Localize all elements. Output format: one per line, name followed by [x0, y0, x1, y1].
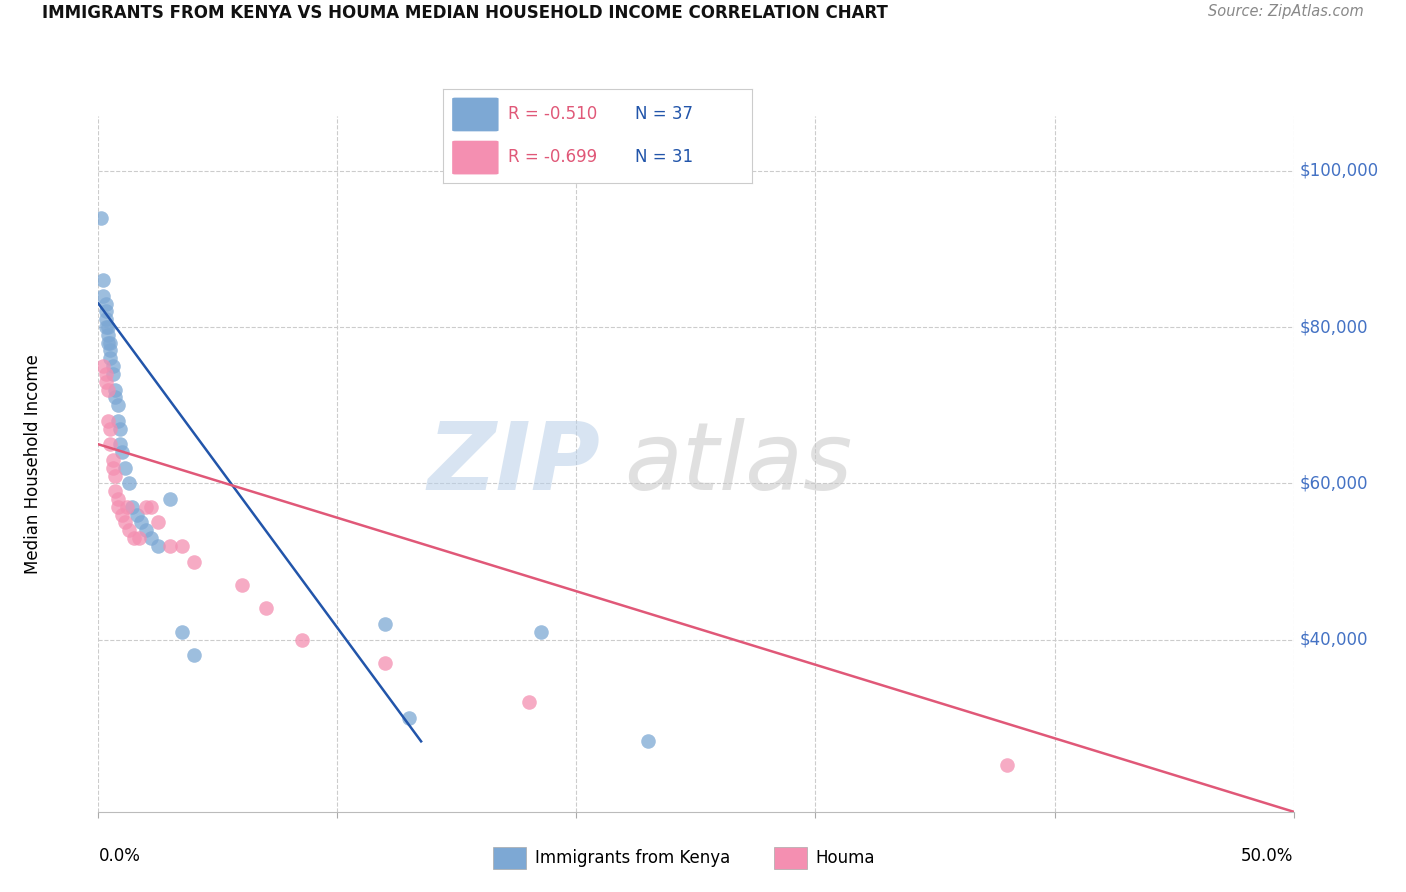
Text: N = 37: N = 37 [634, 105, 693, 123]
Text: $40,000: $40,000 [1299, 631, 1368, 648]
Point [94, 320, 117, 334]
Point [111, 508, 134, 522]
Point [172, 624, 194, 639]
Point [107, 398, 129, 412]
Point [183, 648, 205, 663]
Point [124, 531, 146, 545]
Point [107, 491, 129, 506]
Point [398, 711, 420, 725]
Point [148, 516, 170, 530]
Point [104, 383, 127, 397]
Point [108, 437, 131, 451]
Point [517, 695, 540, 709]
Point [121, 500, 143, 514]
Point [290, 632, 312, 647]
Point [995, 757, 1018, 772]
Point [104, 484, 127, 499]
Point [254, 601, 277, 615]
Text: N = 31: N = 31 [634, 148, 693, 166]
Point [128, 531, 150, 545]
Point [114, 460, 136, 475]
FancyBboxPatch shape [453, 141, 499, 175]
Point [97, 383, 120, 397]
Point [98, 351, 122, 366]
Point [115, 500, 138, 514]
Text: 50.0%: 50.0% [1241, 847, 1294, 864]
Point [98, 422, 122, 436]
Text: Source: ZipAtlas.com: Source: ZipAtlas.com [1208, 4, 1364, 20]
Point [94, 312, 117, 326]
Point [118, 523, 141, 537]
Point [107, 500, 129, 514]
Point [94, 304, 117, 318]
Point [97, 335, 120, 350]
Point [125, 508, 148, 522]
Text: R = -0.699: R = -0.699 [508, 148, 598, 166]
Text: $80,000: $80,000 [1299, 318, 1368, 336]
Point [91, 273, 114, 287]
Point [637, 734, 659, 748]
Point [94, 296, 117, 310]
Point [374, 656, 396, 670]
Point [97, 327, 120, 342]
Text: Immigrants from Kenya: Immigrants from Kenya [534, 849, 730, 867]
Point [139, 531, 162, 545]
Point [98, 335, 122, 350]
Point [107, 414, 129, 428]
Point [94, 367, 117, 381]
Point [159, 491, 181, 506]
Text: 0.0%: 0.0% [98, 847, 141, 864]
Point [231, 578, 253, 592]
Point [118, 476, 141, 491]
Point [98, 437, 122, 451]
Point [101, 359, 124, 373]
Text: $100,000: $100,000 [1299, 161, 1379, 179]
Point [97, 320, 120, 334]
Point [135, 500, 157, 514]
Point [104, 391, 127, 405]
Point [148, 539, 170, 553]
Text: Houma: Houma [815, 849, 875, 867]
Point [91, 359, 114, 373]
Text: Median Household Income: Median Household Income [24, 354, 42, 574]
Point [101, 453, 124, 467]
Point [91, 289, 114, 303]
Point [104, 468, 127, 483]
Point [94, 375, 117, 389]
Point [159, 539, 181, 553]
Text: atlas: atlas [624, 418, 852, 509]
Point [135, 523, 157, 537]
Text: IMMIGRANTS FROM KENYA VS HOUMA MEDIAN HOUSEHOLD INCOME CORRELATION CHART: IMMIGRANTS FROM KENYA VS HOUMA MEDIAN HO… [42, 4, 889, 22]
Point [108, 422, 131, 436]
Text: R = -0.510: R = -0.510 [508, 105, 598, 123]
Bar [773, 847, 807, 870]
Point [97, 414, 120, 428]
Point [139, 500, 162, 514]
Point [90, 211, 112, 225]
Point [98, 343, 122, 358]
Text: ZIP: ZIP [427, 417, 600, 510]
Point [172, 539, 194, 553]
Point [183, 555, 205, 569]
Point [101, 460, 124, 475]
Text: $60,000: $60,000 [1299, 475, 1368, 492]
FancyBboxPatch shape [453, 97, 499, 131]
Point [131, 516, 153, 530]
Point [101, 367, 124, 381]
Point [529, 624, 551, 639]
Point [111, 445, 134, 459]
Bar [494, 847, 526, 870]
Point [374, 617, 396, 632]
Point [114, 516, 136, 530]
